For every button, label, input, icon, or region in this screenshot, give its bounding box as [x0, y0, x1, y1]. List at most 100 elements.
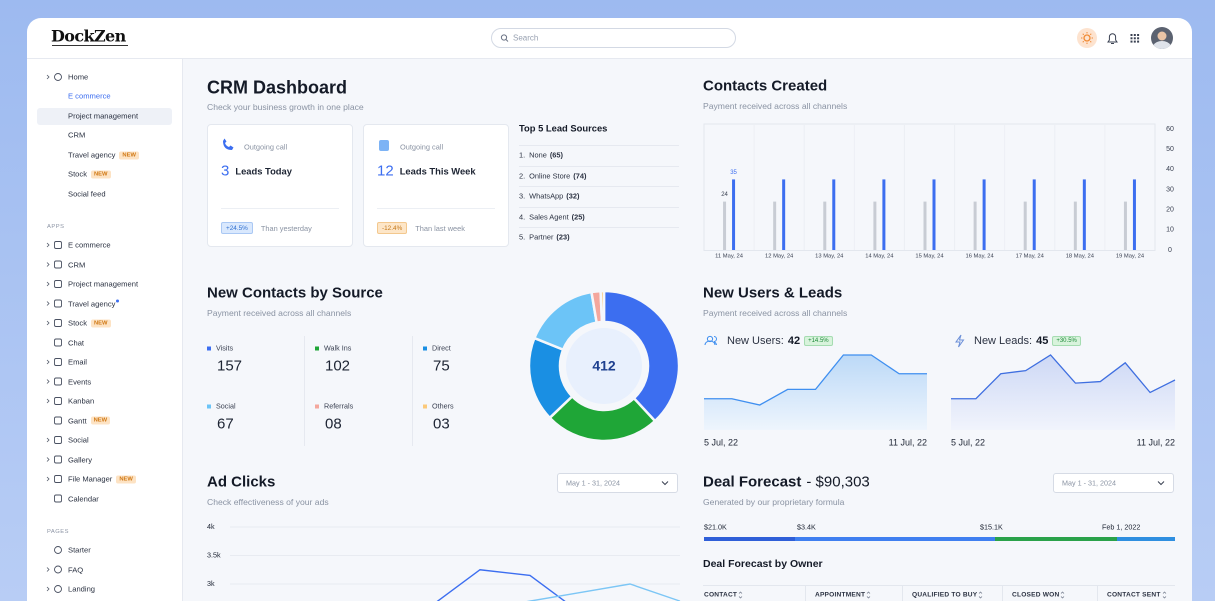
column-header[interactable]: CLOSED WON	[1012, 592, 1059, 599]
menu-item[interactable]: CRM	[68, 260, 85, 269]
column-divider	[805, 586, 806, 601]
segment-label: $21.0K	[704, 522, 727, 532]
legend-label: Direct	[432, 343, 451, 353]
menu-label: Landing	[68, 584, 96, 594]
comparison: Than yesterday	[260, 223, 312, 233]
new-badge: NEW	[116, 475, 136, 483]
menu-item[interactable]: Project management	[68, 280, 138, 289]
logo: DockZen	[51, 26, 126, 46]
dot	[116, 299, 120, 302]
column-label: CONTACT SENT	[1107, 591, 1161, 599]
menu-label: Travel agency	[68, 150, 116, 160]
menu-label: Chat	[68, 338, 85, 347]
card-label: Leads This Week	[399, 165, 476, 177]
date-dropdown[interactable]	[1053, 473, 1174, 493]
stat-label: Social	[207, 402, 236, 411]
menu-label: CRM	[68, 260, 86, 269]
menu-item[interactable]: Kanban	[68, 397, 94, 406]
column-header[interactable]: APPOINTMENT	[815, 592, 865, 599]
source-count: (32)	[566, 191, 580, 201]
stat-label: Direct	[423, 344, 451, 353]
card-caption: Outgoing call	[244, 142, 288, 152]
metric-header: New Leads: 45 +30.5%	[974, 335, 1081, 347]
section-title: New Contacts by Source	[207, 284, 383, 302]
menu-item[interactable]: FAQ	[68, 565, 83, 574]
column-header[interactable]: CONTACT	[704, 592, 737, 599]
stat-value: 08	[325, 415, 342, 433]
active-item-bg	[37, 108, 172, 125]
column-header[interactable]: CONTACT SENT	[1107, 592, 1161, 599]
change-badge: +30.5%	[1052, 336, 1081, 346]
column-header[interactable]: QUALIFIED TO BUY	[912, 592, 977, 599]
rank: 4.	[519, 212, 526, 221]
menu-item[interactable]: Social feed	[68, 190, 106, 199]
menu-label: E commerce	[68, 91, 111, 101]
menu-item[interactable]: Email	[68, 358, 87, 367]
legend-swatch	[423, 404, 427, 408]
menu-item[interactable]: Starter	[68, 546, 91, 555]
table-rule	[703, 585, 1175, 586]
menu-item[interactable]: Events	[68, 377, 91, 386]
menu-item[interactable]: Gantt NEW	[68, 416, 111, 425]
deal-amount: - $90,303	[806, 473, 870, 491]
change-badge: +14.5%	[804, 336, 833, 346]
legend-label: Referrals	[324, 401, 354, 411]
logo-underline	[52, 45, 128, 46]
menu-item[interactable]: Calendar	[68, 494, 99, 503]
menu-item[interactable]: Gallery	[68, 455, 92, 464]
new-badge: NEW	[119, 151, 139, 159]
list-item: 2. Online Store (74)	[519, 171, 586, 180]
menu-label: E commerce	[68, 240, 111, 250]
list-item: 1. None (65)	[519, 151, 563, 160]
menu-label: CRM	[68, 130, 86, 140]
change-badge: +24.5%	[221, 222, 253, 234]
legend-swatch	[315, 404, 319, 408]
date-dropdown[interactable]	[557, 473, 678, 493]
section-title: CRM Dashboard	[207, 77, 348, 98]
menu-item[interactable]: Stock NEW	[68, 319, 111, 328]
menu-item[interactable]: CRM	[68, 131, 85, 140]
menu-item[interactable]: Travel agency	[68, 299, 120, 308]
metric-header: New Users: 42 +14.5%	[727, 335, 833, 347]
menu-item[interactable]: Landing	[68, 585, 95, 594]
menu-label: Stock	[68, 318, 87, 328]
source-count: (23)	[556, 232, 570, 242]
menu-label: File Manager	[68, 474, 113, 484]
section-title: Ad Clicks	[207, 473, 276, 491]
list-divider	[519, 186, 679, 187]
menu-label: Kanban	[68, 396, 95, 406]
menu-item[interactable]: Chat	[68, 338, 84, 347]
legend-swatch	[207, 404, 211, 408]
menu-label: Email	[68, 357, 87, 367]
menu-label: Social	[68, 435, 89, 445]
menu-item[interactable]: Travel agency NEW	[68, 151, 139, 160]
list-item: 5. Partner (23)	[519, 233, 570, 242]
legend-swatch	[423, 346, 427, 350]
menu-item[interactable]: File Manager NEW	[68, 475, 136, 484]
menu-item[interactable]: E commerce	[68, 241, 111, 250]
menu-item[interactable]: Social	[68, 436, 89, 445]
source-name: WhatsApp	[529, 191, 564, 201]
rank: 2.	[519, 171, 526, 180]
source-count: (65)	[549, 150, 563, 160]
source-count: (25)	[571, 212, 585, 221]
menu-label: Travel agency	[68, 299, 116, 308]
list-item: 4. Sales Agent (25)	[519, 212, 585, 221]
menu-item[interactable]: Home	[68, 73, 88, 82]
segment-label: Feb 1, 2022	[1102, 522, 1141, 532]
stat-value: 67	[217, 415, 234, 433]
menu-label: Social feed	[68, 189, 106, 199]
menu-item[interactable]: Project management	[68, 112, 138, 121]
menu-item[interactable]: Stock NEW	[68, 170, 111, 179]
menu-label: Calendar	[68, 494, 99, 503]
change-badge: -12.4%	[377, 222, 408, 234]
theme-toggle[interactable]	[1077, 28, 1097, 48]
card-caption: Outgoing call	[400, 142, 444, 152]
list-divider	[519, 165, 679, 167]
list-divider	[519, 206, 679, 208]
column-divider	[1097, 586, 1098, 601]
menu-label: Home	[68, 72, 89, 82]
search-box[interactable]	[491, 28, 736, 48]
menu-item[interactable]: E commerce	[68, 92, 111, 101]
stat-label: Visits	[207, 344, 233, 353]
